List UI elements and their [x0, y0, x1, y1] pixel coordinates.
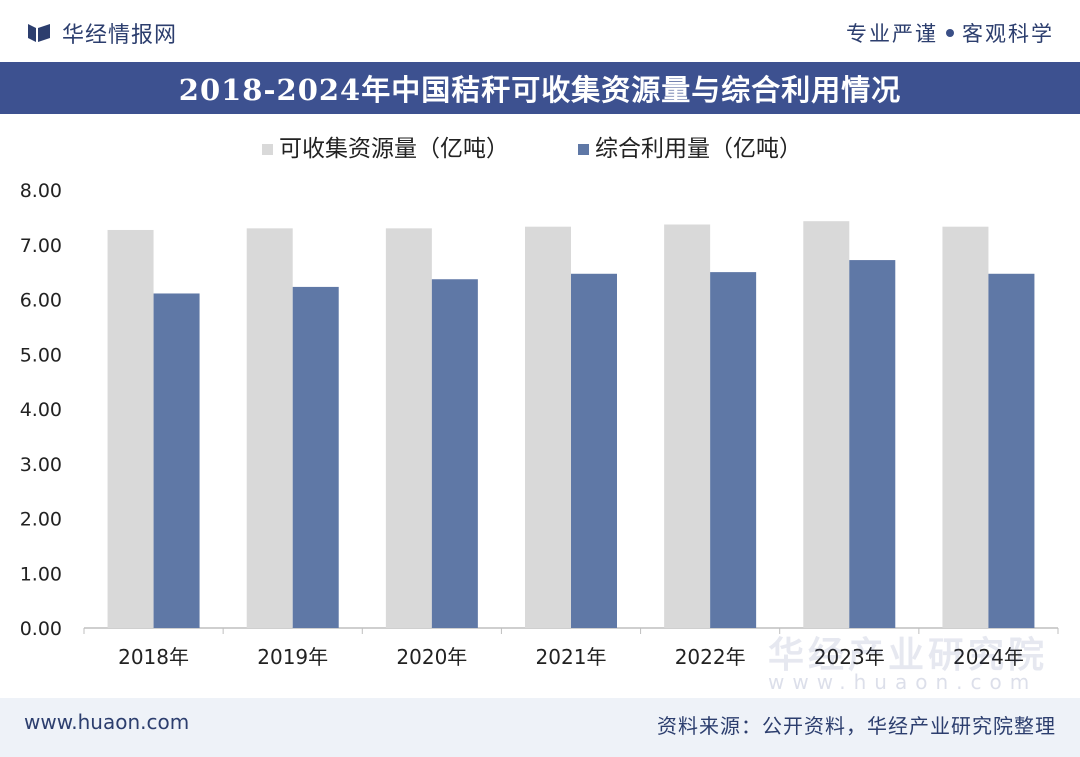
- y-tick-label: 0.00: [20, 618, 62, 640]
- x-tick-label: 2018年: [118, 645, 189, 669]
- legend-label-2: 综合利用量（亿吨）: [595, 136, 802, 162]
- y-tick-label: 2.00: [20, 509, 62, 531]
- bar-utilized: [153, 293, 200, 628]
- y-tick-label: 8.00: [20, 180, 62, 202]
- y-tick-label: 4.00: [20, 399, 62, 421]
- bar-collectable: [803, 221, 850, 628]
- x-tick-label: 2022年: [675, 645, 746, 669]
- brand: 华经情报网: [26, 18, 177, 48]
- y-tick-label: 5.00: [20, 344, 62, 366]
- footer-website: www.huaon.com: [24, 710, 190, 734]
- bar-utilized: [988, 273, 1035, 628]
- legend-swatch-2: [578, 144, 589, 155]
- y-tick-label: 7.00: [20, 235, 62, 257]
- title-bar: 2018-2024年中国秸秆可收集资源量与综合利用情况: [0, 62, 1080, 114]
- bar-utilized: [431, 279, 478, 628]
- y-tick-label: 6.00: [20, 290, 62, 312]
- bar-chart: 可收集资源量（亿吨） 综合利用量（亿吨） 0.00 1.00 2.00 3.00 4.00 5…: [20, 136, 1059, 669]
- footer: www.huaon.com 资料来源：公开资料，华经产业研究院整理: [0, 698, 1080, 757]
- bar-collectable: [664, 224, 711, 628]
- bullet-dot-icon: [946, 29, 954, 37]
- slogan-left: 专业严谨: [846, 22, 938, 46]
- x-tick-label: 2021年: [536, 645, 607, 669]
- brand-name: 华经情报网: [62, 23, 178, 48]
- bar-collectable: [107, 229, 154, 628]
- bar-collectable: [525, 226, 571, 628]
- y-tick-label: 1.00: [20, 563, 62, 585]
- bar-utilized: [710, 272, 757, 628]
- top-bar: 华经情报网 专业严谨 客观科学: [0, 0, 1080, 62]
- x-tick-label: 2023年: [814, 645, 885, 669]
- bar-collectable: [942, 226, 989, 628]
- bar-utilized: [571, 273, 617, 628]
- legend-label-1: 可收集资源量（亿吨）: [279, 136, 509, 162]
- legend-swatch-1: [262, 144, 273, 155]
- slogan: 专业严谨 客观科学: [846, 18, 1054, 48]
- bar-collectable: [246, 228, 293, 628]
- bar-utilized: [849, 260, 896, 628]
- footer-source: 资料来源：公开资料，华经产业研究院整理: [657, 714, 1056, 738]
- slogan-right: 客观科学: [962, 22, 1054, 46]
- y-tick-label: 3.00: [20, 454, 62, 476]
- plot-area: 可收集资源量（亿吨） 综合利用量（亿吨） 0.00 1.00 2.00 3.00 4.00 5…: [0, 114, 1080, 698]
- bar-utilized: [292, 286, 339, 628]
- bar-collectable: [385, 228, 432, 628]
- x-tick-label: 2024年: [953, 645, 1024, 669]
- huajing-logo-icon: [28, 24, 50, 42]
- x-tick-label: 2020年: [396, 645, 467, 669]
- chart-title: 2018-2024年中国秸秆可收集资源量与综合利用情况: [178, 73, 902, 107]
- x-tick-label: 2019年: [257, 645, 328, 669]
